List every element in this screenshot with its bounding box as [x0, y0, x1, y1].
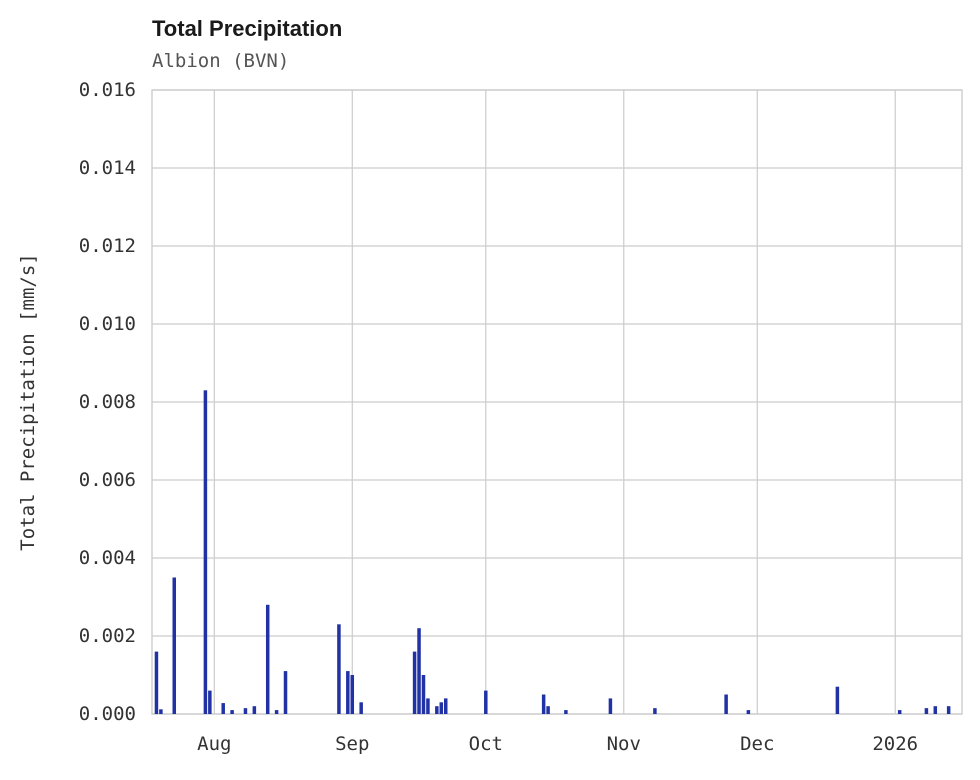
bar [350, 675, 355, 714]
bar [835, 686, 840, 714]
bar [203, 390, 208, 714]
y-tick-label: 0.016 [79, 79, 136, 101]
y-tick-label: 0.000 [79, 703, 136, 725]
chart-title: Total Precipitation [152, 16, 343, 41]
y-tick-label: 0.010 [79, 313, 136, 335]
bar [435, 706, 439, 714]
bar [426, 698, 430, 714]
chart-subtitle: Albion (BVN) [152, 50, 290, 72]
bar [208, 690, 212, 714]
y-tick-label: 0.014 [79, 157, 136, 179]
bar [443, 698, 448, 714]
y-tick-label: 0.006 [79, 469, 136, 491]
bar [252, 706, 257, 714]
x-tick-label: Aug [197, 733, 231, 755]
bar [897, 710, 902, 714]
bar [346, 671, 350, 714]
y-tick-label: 0.002 [79, 625, 136, 647]
bar [221, 703, 225, 714]
bar [724, 694, 728, 714]
bar [243, 708, 248, 714]
bar [421, 675, 426, 714]
bar [608, 698, 613, 714]
plot-border [151, 89, 963, 715]
x-tick-label: Oct [469, 733, 503, 755]
bar [230, 710, 234, 714]
y-tick-label: 0.004 [79, 547, 136, 569]
x-tick-label: Dec [740, 733, 774, 755]
bar [274, 710, 279, 714]
bar [946, 706, 951, 714]
bar [546, 706, 550, 714]
bar [359, 702, 363, 714]
bar [484, 690, 488, 714]
bar [439, 702, 444, 714]
bar [159, 709, 163, 714]
bar [154, 651, 159, 714]
bar [337, 624, 341, 714]
bar [746, 710, 751, 714]
bar [924, 708, 929, 714]
bar [541, 694, 546, 714]
x-tick-label: Sep [335, 733, 369, 755]
bar [933, 706, 938, 714]
bar [417, 628, 421, 714]
y-tick-label: 0.008 [79, 391, 136, 413]
bar [283, 671, 288, 714]
bar [412, 651, 417, 714]
x-tick-label: Nov [607, 733, 641, 755]
y-tick-label: 0.012 [79, 235, 136, 257]
bar [653, 708, 657, 714]
bar [172, 577, 177, 714]
bar [564, 710, 568, 714]
x-tick-label: 2026 [872, 733, 918, 755]
bar [265, 604, 270, 714]
